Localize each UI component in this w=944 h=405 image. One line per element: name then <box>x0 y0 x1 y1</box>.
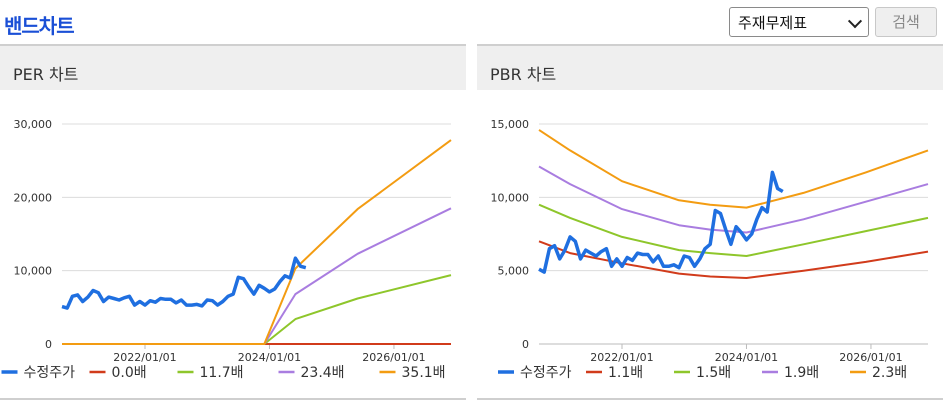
per-y-tick-label: 10,000 <box>14 265 53 278</box>
per-legend-label-1: 0.0배 <box>112 365 147 381</box>
select-value: 주재무제표 <box>738 14 808 32</box>
per-legend-label-0: 수정주가 <box>24 365 76 381</box>
pbr-band-line-0 <box>538 240 929 279</box>
pbr-y-tick-label: 0 <box>522 338 529 351</box>
pbr-y-tick-label: 15,000 <box>491 118 530 131</box>
search-button[interactable]: 검색 <box>875 7 937 37</box>
pbr-chart-title: PBR 차트 <box>477 44 943 90</box>
pbr-price-line <box>538 170 784 274</box>
per-chart-panel: PER 차트 0 10,000 20,000 30,000 2022/01/01 2024… <box>0 44 466 400</box>
pbr-band-line-1 <box>538 203 929 257</box>
pbr-chart-panel: PBR 차트 0 5,000 10,000 15,000 2022/01/01 2024/… <box>477 44 943 400</box>
chevron-down-icon <box>847 14 863 29</box>
pbr-y-tick-label: 10,000 <box>491 191 530 204</box>
per-x-tick-label: 2026/01/01 <box>362 351 425 364</box>
page-title: 밴드차트 <box>4 14 75 38</box>
panel-divider <box>0 398 466 400</box>
per-legend-label-3: 23.4배 <box>301 365 345 381</box>
pbr-legend-label-0: 수정주가 <box>520 365 572 381</box>
pbr-x-tick-label: 2022/01/01 <box>590 351 653 364</box>
statement-type-select[interactable]: 주재무제표 <box>729 7 869 37</box>
per-y-tick-label: 0 <box>45 338 52 351</box>
per-price-line <box>61 256 307 310</box>
per-chart-title: PER 차트 <box>0 44 466 90</box>
per-x-tick-label: 2022/01/01 <box>113 351 176 364</box>
per-y-tick-label: 30,000 <box>14 118 53 131</box>
per-x-tick-label: 2024/01/01 <box>238 351 301 364</box>
pbr-x-tick-label: 2026/01/01 <box>839 351 902 364</box>
per-legend-label-2: 11.7배 <box>200 365 244 381</box>
pbr-band-line-2 <box>538 165 929 234</box>
pbr-x-tick-label: 2024/01/01 <box>715 351 778 364</box>
pbr-legend-label-1: 1.1배 <box>608 365 643 381</box>
pbr-y-tick-label: 5,000 <box>498 265 530 278</box>
pbr-chart: 0 5,000 10,000 15,000 2022/01/01 2024/01/01 20… <box>491 118 929 381</box>
pbr-legend-label-4: 2.3배 <box>872 365 907 381</box>
panel-divider <box>477 398 943 400</box>
pbr-legend-label-2: 1.5배 <box>696 365 731 381</box>
per-band-line-2 <box>62 207 452 345</box>
pbr-legend-label-3: 1.9배 <box>784 365 819 381</box>
per-legend-label-4: 35.1배 <box>402 365 446 381</box>
per-band-line-1 <box>62 274 452 345</box>
per-band-line-3 <box>62 139 452 345</box>
per-y-tick-label: 20,000 <box>14 191 53 204</box>
pbr-band-line-3 <box>538 129 929 209</box>
